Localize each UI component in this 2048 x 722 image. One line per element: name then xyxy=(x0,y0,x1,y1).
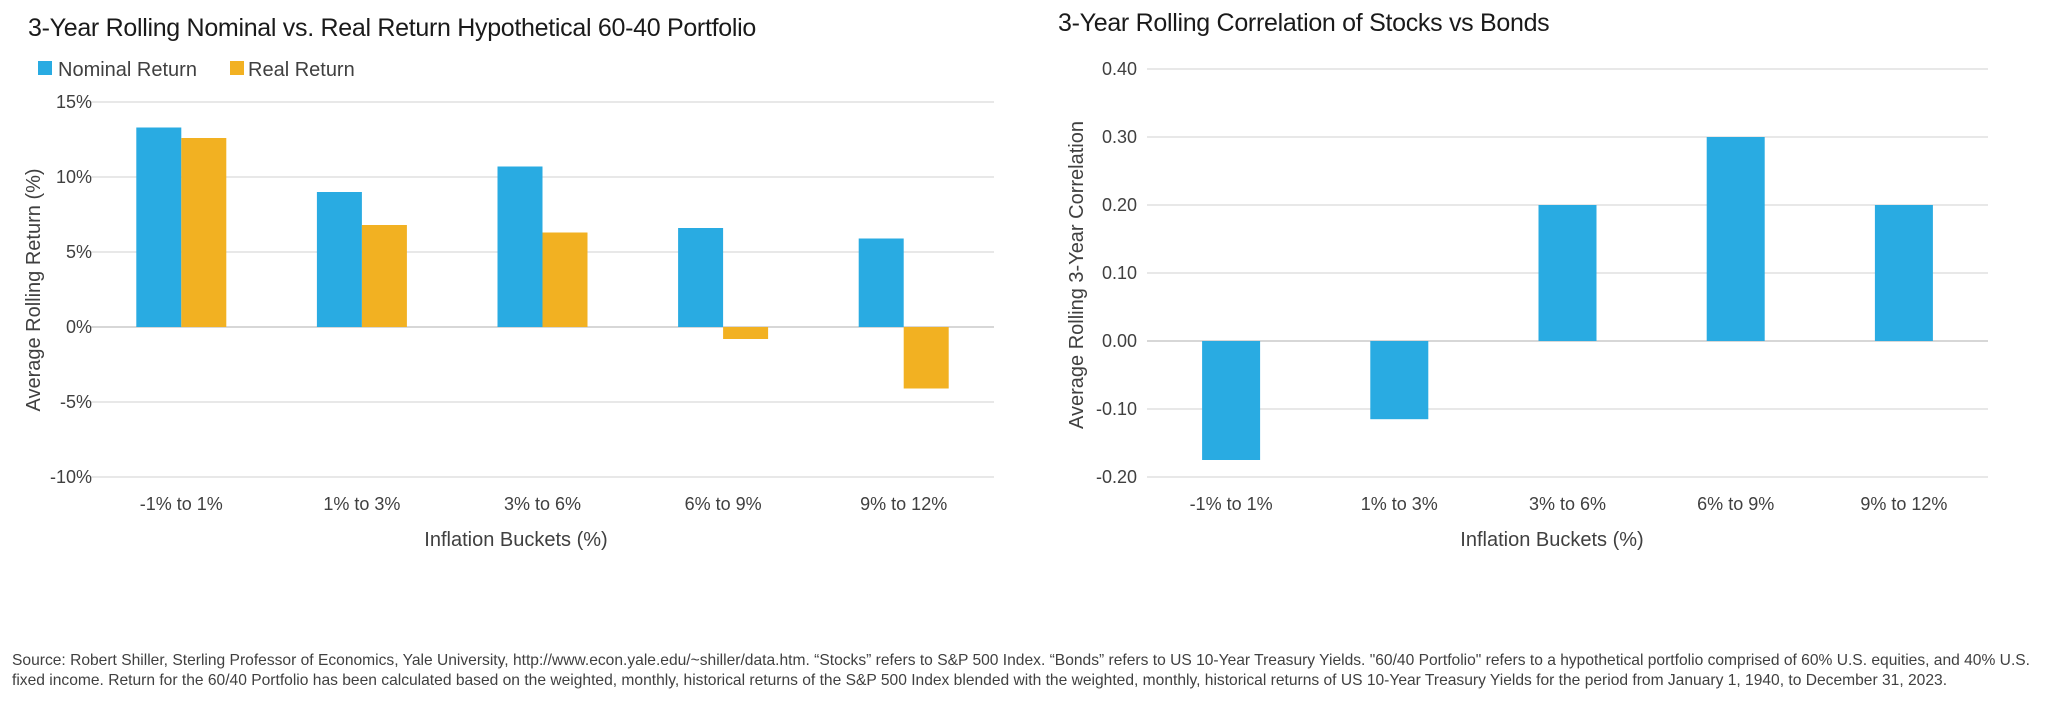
correlation-y-tick-label: -0.20 xyxy=(1096,467,1137,487)
legend-swatch-nominal-return xyxy=(38,61,52,75)
correlation-chart-title: 3-Year Rolling Correlation of Stocks vs … xyxy=(1058,9,1549,37)
correlation-chart: 3-Year Rolling Correlation of Stocks vs … xyxy=(1058,9,1988,551)
returns-y-axis: 15% 10% 5% 0% -5% -10% xyxy=(50,92,92,487)
returns-y-tick-label: 5% xyxy=(66,242,92,262)
bar-real-return-3pct-to-6pct xyxy=(542,232,588,327)
returns-category-label: 3% to 6% xyxy=(504,494,581,514)
correlation-category-label: 1% to 3% xyxy=(1361,494,1438,514)
bar-real-return-1pct-to-1pct xyxy=(181,138,227,327)
returns-y-tick-label: 10% xyxy=(56,167,92,187)
correlation-y-tick-label: 0.20 xyxy=(1102,195,1137,215)
bar-real-return-9pct-to-12pct xyxy=(903,327,949,389)
returns-category-label: -1% to 1% xyxy=(140,494,223,514)
bar-correlation-1pct-to-3pct xyxy=(1370,341,1429,420)
bar-real-return-1pct-to-3pct xyxy=(361,225,407,327)
correlation-y-axis: 0.40 0.30 0.20 0.10 0.00 -0.10 -0.20 xyxy=(1096,59,1137,487)
bar-nominal-return-1pct-to-1pct xyxy=(136,127,182,327)
bar-correlation-1pct-to-1pct xyxy=(1202,341,1261,460)
returns-legend: Nominal Return Real Return xyxy=(38,59,355,81)
correlation-y-axis-title: Average Rolling 3-Year Correlation xyxy=(1066,121,1088,429)
returns-x-axis-title: Inflation Buckets (%) xyxy=(424,529,607,551)
correlation-y-tick-label: 0.10 xyxy=(1102,263,1137,283)
legend-label-nominal-return: Nominal Return xyxy=(58,59,197,81)
correlation-y-tick-label: 0.30 xyxy=(1102,127,1137,147)
correlation-category-label: 9% to 12% xyxy=(1860,494,1947,514)
legend-swatch-real-return xyxy=(230,61,244,75)
returns-y-tick-label: -5% xyxy=(60,392,92,412)
correlation-y-tick-label: 0.00 xyxy=(1102,331,1137,351)
returns-y-tick-label: 0% xyxy=(66,317,92,337)
source-footnote: Source: Robert Shiller, Sterling Profess… xyxy=(12,652,2031,689)
correlation-x-axis: -1% to 1% 1% to 3% 3% to 6% 6% to 9% 9% to 1… xyxy=(1190,494,1948,514)
returns-bars xyxy=(136,127,949,389)
legend-label-real-return: Real Return xyxy=(248,59,355,81)
returns-category-label: 9% to 12% xyxy=(860,494,947,514)
bar-nominal-return-3pct-to-6pct xyxy=(497,166,543,327)
bar-correlation-3pct-to-6pct xyxy=(1538,205,1597,341)
correlation-y-tick-label: 0.40 xyxy=(1102,59,1137,79)
bar-correlation-6pct-to-9pct xyxy=(1706,137,1765,341)
returns-chart-title: 3-Year Rolling Nominal vs. Real Return H… xyxy=(28,14,756,42)
correlation-x-axis-title: Inflation Buckets (%) xyxy=(1460,529,1643,551)
bar-nominal-return-9pct-to-12pct xyxy=(858,238,904,327)
bar-real-return-6pct-to-9pct xyxy=(723,327,769,339)
returns-category-label: 1% to 3% xyxy=(323,494,400,514)
correlation-y-tick-label: -0.10 xyxy=(1096,399,1137,419)
returns-y-axis-title: Average Rolling Return (%) xyxy=(23,168,45,411)
correlation-category-label: 6% to 9% xyxy=(1697,494,1774,514)
returns-y-tick-label: -10% xyxy=(50,467,92,487)
correlation-bars xyxy=(1202,137,1933,460)
bar-correlation-9pct-to-12pct xyxy=(1874,205,1933,341)
returns-x-axis: -1% to 1% 1% to 3% 3% to 6% 6% to 9% 9% to 1… xyxy=(140,494,947,514)
bar-nominal-return-1pct-to-3pct xyxy=(316,192,362,327)
returns-y-tick-label: 15% xyxy=(56,92,92,112)
correlation-category-label: 3% to 6% xyxy=(1529,494,1606,514)
bar-nominal-return-6pct-to-9pct xyxy=(678,228,724,327)
returns-chart: 3-Year Rolling Nominal vs. Real Return H… xyxy=(23,14,994,551)
correlation-category-label: -1% to 1% xyxy=(1190,494,1273,514)
returns-category-label: 6% to 9% xyxy=(685,494,762,514)
